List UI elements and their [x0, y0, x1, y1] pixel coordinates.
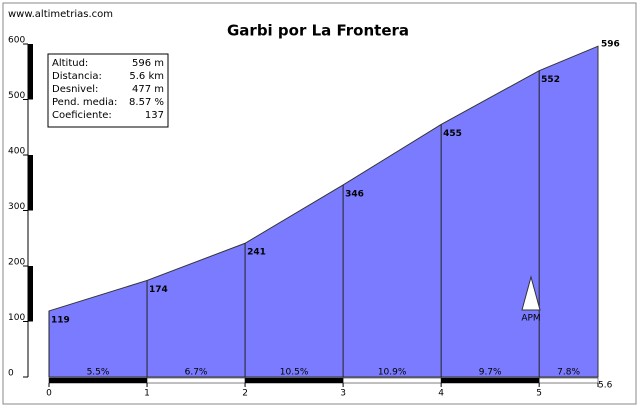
km-strip [244, 377, 344, 384]
info-value: 477 m [132, 84, 164, 95]
y-tick-label: 600 [8, 36, 25, 46]
y-tick-label: 300 [8, 202, 25, 212]
area [48, 45, 599, 378]
y-tick-label: 400 [8, 147, 25, 157]
x-tick-label: 1 [144, 389, 150, 399]
x-tick-label: 4 [438, 389, 444, 399]
x-tick-label: 5.6 [598, 381, 613, 391]
data-label: 241 [247, 248, 266, 258]
y-tick-label: 100 [8, 313, 25, 323]
source: www.altimetrias.com [8, 9, 113, 20]
info-value: 8.57 % [129, 97, 164, 108]
gradient-label: 10.9% [378, 368, 407, 378]
km-strip [146, 377, 246, 384]
gradient-label: 7.8% [557, 368, 580, 378]
x-tick-label: 3 [340, 389, 346, 399]
logo-icon [521, 275, 541, 311]
chart-title: Garbi por La Frontera [227, 22, 409, 40]
y-scale-bar [28, 155, 33, 211]
gradient-label: 10.5% [280, 368, 309, 378]
data-label: 174 [149, 285, 168, 295]
x-tick-label: 2 [242, 389, 248, 399]
gradient-label: 5.5% [87, 368, 110, 378]
y-scale-bar [28, 266, 33, 322]
x-tick-label: 0 [46, 389, 52, 399]
gradient-label: 9.7% [479, 368, 502, 378]
y-scale-bar [28, 44, 33, 100]
data-label: 119 [51, 315, 70, 325]
data-label: 596 [601, 40, 620, 50]
y-tick-label: 500 [8, 91, 25, 101]
gradient-label: 6.7% [185, 368, 208, 378]
info-box [47, 53, 169, 128]
km-strip [538, 377, 599, 384]
km-strip [440, 377, 540, 384]
x-tick-label: 5 [536, 389, 542, 399]
km-strip [48, 377, 148, 384]
info-value: 596 m [132, 58, 164, 69]
info-value: 137 [145, 110, 164, 121]
info-label: Distancia: [52, 71, 102, 82]
y-tick-label: 200 [8, 258, 25, 268]
info-label: Altitud: [52, 58, 88, 69]
data-label: 552 [541, 75, 560, 85]
logo: APM [521, 314, 540, 324]
info-label: Desnivel: [52, 84, 98, 95]
data-label: 455 [443, 129, 462, 139]
km-strip [342, 377, 442, 384]
info-label: Pend. media: [52, 97, 117, 108]
info-label: Coeficiente: [52, 110, 112, 121]
info-value: 5.6 km [129, 71, 164, 82]
y-tick-label: 0 [8, 369, 14, 379]
data-label: 346 [345, 189, 364, 199]
